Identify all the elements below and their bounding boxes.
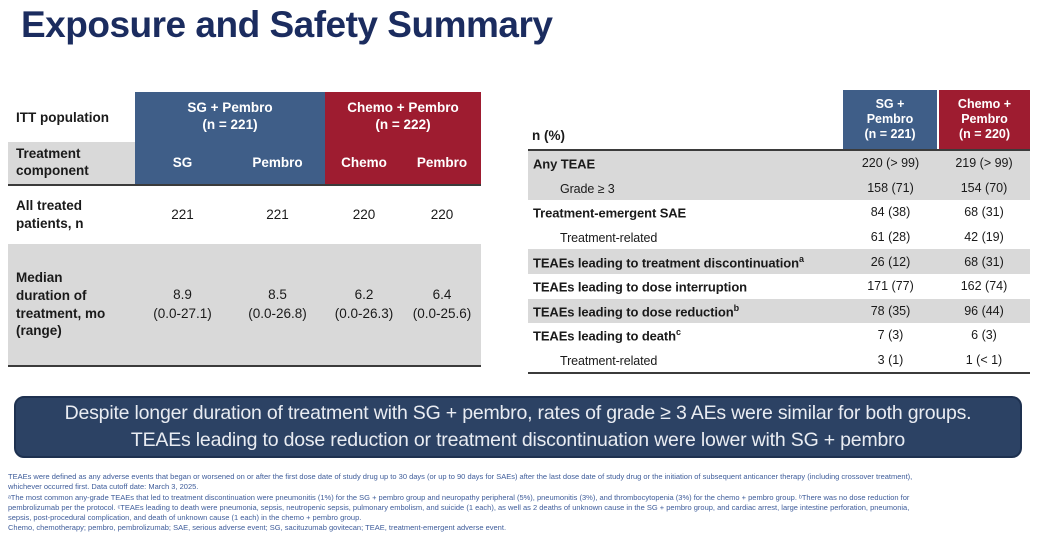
cell-value: 1 (< 1) — [938, 347, 1030, 375]
row-label: TEAEs leading to deathc — [533, 327, 681, 344]
cell-value: 221 — [135, 185, 230, 244]
table-row-te-sae: Treatment-emergent SAE 84 (38) 68 (31) — [528, 200, 1030, 225]
table-row-dose-reduction: TEAEs leading to dose reductionb 78 (35)… — [528, 298, 1030, 324]
row-label: TEAEs leading to dose reductionb — [528, 298, 843, 324]
cell-value: 3 (1) — [843, 347, 938, 375]
footnote-line: whichever occurred first. Data cutoff da… — [8, 482, 199, 492]
table-row-death-treatment-related: Treatment-related 3 (1) 1 (< 1) — [528, 347, 1030, 375]
conclusion-banner: Despite longer duration of treatment wit… — [14, 396, 1022, 458]
exposure-component-label: Treatment component — [8, 142, 135, 186]
row-label: Grade ≥ 3 — [528, 175, 843, 201]
exposure-header-row-1: ITT population SG + Pembro (n = 221) Che… — [8, 92, 481, 142]
exposure-col-header-pembro-2: Pembro — [403, 142, 481, 186]
row-label: Treatment-related — [560, 231, 658, 246]
cell-value: 68 (31) — [938, 249, 1030, 274]
safety-group-header-sg-pembro: SG + Pembro (n = 221) — [843, 90, 938, 151]
exposure-col-header-sg: SG — [135, 142, 230, 186]
cell-value: 6 (3) — [971, 328, 997, 343]
cell-value: 219 (> 99) — [938, 150, 1030, 176]
cell-value: 220 — [403, 185, 481, 244]
exposure-col-header-pembro: Pembro — [230, 142, 325, 186]
safety-header-row: n (%) SG + Pembro (n = 221) Chemo + Pemb… — [528, 90, 1030, 151]
table-row-discontinuation: TEAEs leading to treatment discontinuati… — [528, 249, 1030, 274]
row-label: TEAEs leading to dose interruption — [533, 279, 748, 295]
cell-value: 42 (19) — [964, 230, 1004, 245]
row-label: All treated patients, n — [8, 185, 135, 244]
exposure-row-median-duration: Median duration of treatment, mo (range)… — [8, 244, 481, 367]
cell-value: 8.5 (0.0-26.8) — [230, 244, 325, 367]
exposure-table: ITT population SG + Pembro (n = 221) Che… — [8, 92, 481, 367]
row-label: Any TEAE — [528, 150, 843, 176]
table-row-grade-ge-3: Grade ≥ 3 158 (71) 154 (70) — [528, 175, 1030, 201]
footnote-line: TEAEs were defined as any adverse events… — [8, 472, 913, 481]
cell-value: 68 (31) — [964, 205, 1004, 220]
cell-value: 171 (77) — [867, 279, 914, 294]
footnote-line: sepsis, post-procedural complication, an… — [8, 513, 362, 523]
table-row-any-teae: Any TEAE 220 (> 99) 219 (> 99) — [528, 150, 1030, 176]
row-label: Treatment-related — [528, 347, 843, 375]
exposure-col-header-chemo: Chemo — [325, 142, 403, 186]
cell-value: 220 (> 99) — [843, 150, 938, 176]
row-label: TEAEs leading to treatment discontinuati… — [528, 249, 843, 274]
footnote-line: pembrolizumab per the protocol. ᶜTEAEs l… — [8, 502, 910, 512]
cell-value: 8.9 (0.0-27.1) — [135, 244, 230, 367]
slide-title: Exposure and Safety Summary — [21, 4, 553, 45]
footnote-line: ᵃThe most common any-grade TEAEs that le… — [8, 492, 910, 502]
exposure-corner-label: ITT population — [8, 92, 135, 142]
table-row-sae-treatment-related: Treatment-related 61 (28) 42 (19) — [528, 225, 1030, 250]
cell-value: 220 — [325, 185, 403, 244]
exposure-row-all-treated: All treated patients, n 221 221 220 220 — [8, 185, 481, 244]
footnote-line: Chemo, chemotherapy; pembro, pembrolizum… — [8, 523, 507, 533]
safety-table: n (%) SG + Pembro (n = 221) Chemo + Pemb… — [528, 90, 1030, 375]
cell-value: 158 (71) — [843, 175, 938, 201]
table-row-dose-interruption: TEAEs leading to dose interruption 171 (… — [528, 274, 1030, 299]
cell-value: 7 (3) — [877, 328, 904, 343]
exposure-group-header-chemo-pembro: Chemo + Pembro (n = 222) — [325, 92, 481, 142]
safety-group-header-chemo-pembro: Chemo + Pembro (n = 220) — [937, 90, 1030, 151]
exposure-group-header-sg-pembro: SG + Pembro (n = 221) — [135, 92, 325, 142]
cell-value: 154 (70) — [938, 175, 1030, 201]
cell-value: 221 — [230, 185, 325, 244]
exposure-header-row-2: Treatment component SG Pembro Chemo Pemb… — [8, 142, 481, 186]
cell-value: 78 (35) — [843, 298, 938, 324]
cell-value: 6.2 (0.0-26.3) — [325, 244, 403, 367]
row-label: Treatment-emergent SAE — [533, 205, 687, 221]
table-row-death: TEAEs leading to deathc 7 (3) 6 (3) — [528, 323, 1030, 348]
cell-value: 96 (44) — [938, 298, 1030, 324]
safety-corner-label: n (%) — [528, 90, 843, 151]
row-label: Median duration of treatment, mo (range) — [8, 244, 135, 367]
cell-value: 84 (38) — [870, 205, 911, 220]
cell-value: 162 (74) — [960, 279, 1008, 294]
cell-value: 26 (12) — [843, 249, 938, 274]
cell-value: 61 (28) — [870, 230, 911, 245]
conclusion-text: Despite longer duration of treatment wit… — [64, 402, 972, 451]
cell-value: 6.4 (0.0-25.6) — [403, 244, 481, 367]
footnotes: TEAEs were defined as any adverse events… — [8, 472, 1034, 534]
